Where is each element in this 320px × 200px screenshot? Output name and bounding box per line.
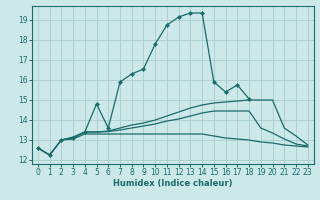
X-axis label: Humidex (Indice chaleur): Humidex (Indice chaleur) [113, 179, 233, 188]
